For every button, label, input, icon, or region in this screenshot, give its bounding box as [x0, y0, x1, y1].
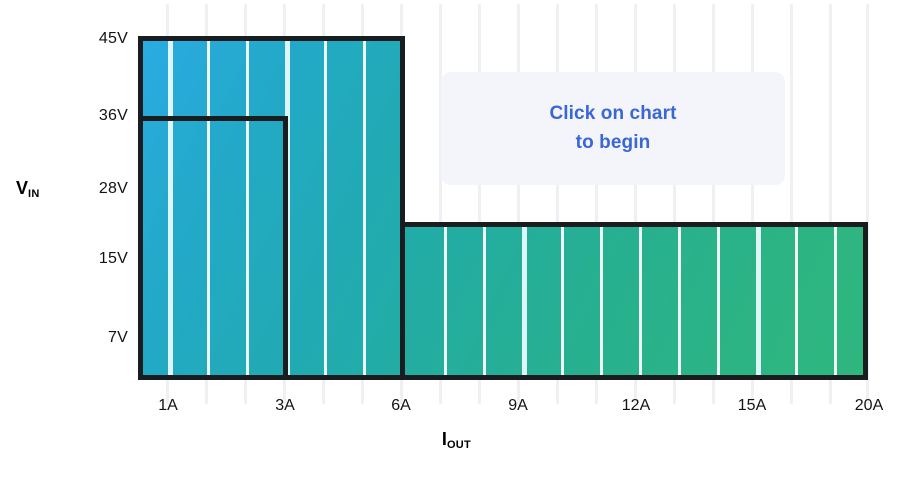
segment-separator	[834, 227, 837, 375]
segment-separator	[246, 121, 249, 375]
click-to-begin-callout[interactable]: Click on chart to begin	[441, 72, 785, 185]
x-tick-1a: 1A	[158, 397, 178, 414]
callout-text: Click on chart to begin	[549, 100, 676, 157]
y-axis-title-sub: IN	[28, 188, 40, 200]
x-axis-title: IOUT	[0, 429, 913, 451]
x-tick-15a: 15A	[737, 397, 767, 414]
plot-area[interactable]	[138, 4, 869, 404]
x-tick-12a: 12A	[621, 397, 651, 414]
y-axis-title-main: V	[16, 178, 29, 198]
segment-separator	[168, 121, 173, 375]
segment-separator	[483, 227, 486, 375]
x-axis-title-sub: OUT	[446, 439, 472, 451]
segment-separator	[756, 227, 761, 375]
y-tick-7v: 7V	[108, 329, 128, 346]
segment-separator	[444, 227, 447, 375]
segment-separator	[207, 121, 210, 375]
y-tick-28v: 28V	[98, 180, 128, 197]
x-tick-6a: 6A	[391, 397, 411, 414]
y-tick-45v: 45V	[98, 30, 128, 47]
x-axis-title-main: I	[441, 429, 447, 449]
x-tick-20a: 20A	[854, 397, 884, 414]
callout-line-2: to begin	[575, 131, 651, 153]
segment-separator	[522, 227, 527, 375]
step-block-22v-6a-20a[interactable]	[400, 222, 868, 380]
x-tick-3a: 3A	[275, 397, 295, 414]
segment-separator	[639, 227, 642, 375]
segment-separator	[363, 41, 366, 375]
x-tick-9a: 9A	[508, 397, 528, 414]
x-axis-ticks: 1A 3A 6A 9A 12A 15A 20A	[138, 398, 898, 422]
segment-separator	[678, 227, 681, 375]
segment-separator	[717, 227, 720, 375]
step-block-36v-0a-3a[interactable]	[138, 116, 288, 380]
y-tick-15v: 15V	[98, 250, 128, 267]
operating-area-region[interactable]	[138, 4, 868, 380]
y-axis-ticks: 45V 36V 28V 15V 7V	[0, 0, 128, 400]
y-axis-title: VIN	[16, 178, 40, 200]
y-tick-36v: 36V	[98, 107, 128, 124]
callout-line-1: Click on chart	[549, 103, 677, 124]
segment-separator	[561, 227, 564, 375]
segment-separator	[600, 227, 603, 375]
segment-separator	[324, 41, 327, 375]
segment-separator	[795, 227, 798, 375]
